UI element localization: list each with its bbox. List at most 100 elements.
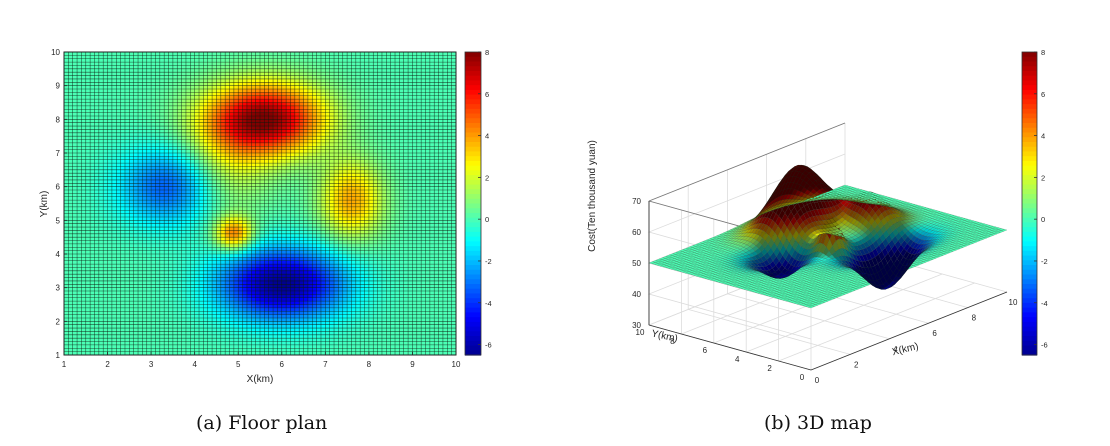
heatmap-cell — [185, 227, 191, 231]
heatmap-cell — [268, 136, 274, 140]
heatmap-cell — [255, 169, 261, 174]
heatmap-cell — [181, 68, 187, 73]
heatmap-cell — [251, 85, 256, 90]
heatmap-cell — [203, 156, 209, 161]
heatmap-cell — [124, 321, 130, 325]
heatmap-cell — [124, 257, 130, 262]
heatmap-cell — [273, 213, 278, 218]
heatmap-cell — [212, 82, 217, 86]
heatmap-cell — [181, 58, 187, 63]
heatmap-cell — [103, 351, 108, 356]
heatmap-cell — [151, 260, 156, 265]
heatmap-cell — [90, 250, 95, 255]
heatmap-cell — [81, 213, 87, 218]
heatmap-cell — [251, 331, 256, 336]
heatmap-cell — [238, 348, 243, 352]
heatmap-cell — [268, 62, 274, 66]
heatmap-cell — [107, 341, 113, 346]
heatmap-cell — [199, 190, 204, 194]
heatmap-cell — [107, 203, 113, 208]
heatmap-cell — [155, 213, 161, 218]
heatmap-cell — [264, 55, 270, 60]
heatmap-cell — [129, 139, 134, 144]
heatmap-cell — [172, 72, 178, 76]
heatmap-cell — [168, 270, 174, 275]
heatmap-cell — [94, 126, 100, 130]
heatmap-cell — [94, 267, 100, 272]
heatmap-cell — [216, 331, 222, 336]
heatmap-cell — [107, 216, 113, 221]
heatmap-cell — [268, 153, 274, 157]
heatmap-cell — [190, 52, 195, 56]
heatmap-cell — [159, 304, 165, 309]
heatmap-cell — [260, 220, 265, 224]
heatmap-cell — [185, 163, 191, 167]
heatmap-cell — [151, 109, 156, 113]
heatmap-cell — [103, 193, 108, 198]
heatmap-cell — [290, 321, 296, 325]
heatmap-cell — [268, 233, 274, 238]
heatmap-cell — [212, 173, 217, 177]
heatmap-cell — [172, 287, 178, 292]
heatmap-cell — [103, 301, 108, 305]
heatmap-cell — [290, 331, 296, 336]
heatmap-cell — [77, 334, 82, 339]
heatmap-cell — [277, 163, 283, 167]
heatmap-cell — [233, 159, 239, 164]
heatmap-cell — [103, 274, 108, 278]
heatmap-cell — [207, 328, 213, 332]
heatmap-cell — [255, 92, 261, 97]
heatmap-cell — [212, 159, 217, 164]
heatmap-cell — [138, 65, 143, 70]
heatmap-cell — [64, 112, 69, 117]
heatmap-cell — [281, 287, 287, 292]
heatmap-cell — [242, 351, 248, 356]
heatmap-cell — [172, 129, 178, 134]
heatmap-cell — [264, 122, 270, 127]
heatmap-cell — [277, 65, 283, 70]
heatmap-cell — [124, 190, 130, 194]
heatmap-cell — [242, 257, 248, 262]
heatmap-cell — [142, 254, 148, 258]
heatmap-cell — [155, 267, 161, 272]
heatmap-cell — [229, 294, 235, 299]
heatmap-cell — [168, 304, 174, 309]
heatmap-cell — [103, 85, 108, 90]
heatmap-cell — [81, 82, 87, 86]
heatmap-cell — [273, 270, 278, 275]
heatmap-cell — [90, 122, 95, 127]
heatmap-cell — [238, 193, 243, 198]
heatmap-cell — [290, 344, 296, 349]
heatmap-cell — [98, 334, 104, 339]
heatmap-cell — [251, 264, 256, 268]
heatmap-cell — [290, 223, 296, 228]
heatmap-cell — [207, 179, 213, 184]
heatmap-cell — [203, 166, 209, 171]
heatmap-cell — [273, 344, 278, 349]
heatmap-cell — [238, 149, 243, 154]
heatmap-cell — [203, 270, 209, 275]
heatmap-cell — [273, 136, 278, 140]
heatmap-cell — [294, 169, 300, 174]
heatmap-cell — [268, 112, 274, 117]
heatmap-cell — [225, 287, 230, 292]
heatmap-cell — [177, 99, 182, 103]
heatmap-cell — [172, 126, 178, 130]
heatmap-cell — [142, 341, 148, 346]
heatmap-cell — [246, 82, 252, 86]
heatmap-cell — [225, 294, 230, 299]
heatmap-cell — [294, 179, 300, 184]
heatmap-cell — [190, 213, 195, 218]
heatmap-cell — [220, 89, 226, 93]
heatmap-cell — [273, 307, 278, 312]
heatmap-cell — [172, 230, 178, 235]
heatmap-cell — [185, 203, 191, 208]
heatmap-cell — [212, 254, 217, 258]
heatmap-cell — [177, 328, 182, 332]
heatmap-cell — [246, 173, 252, 177]
heatmap-cell — [229, 62, 235, 66]
heatmap-cell — [246, 267, 252, 272]
heatmap-cell — [107, 95, 113, 100]
heatmap-cell — [111, 351, 117, 356]
heatmap-cell — [246, 115, 252, 120]
